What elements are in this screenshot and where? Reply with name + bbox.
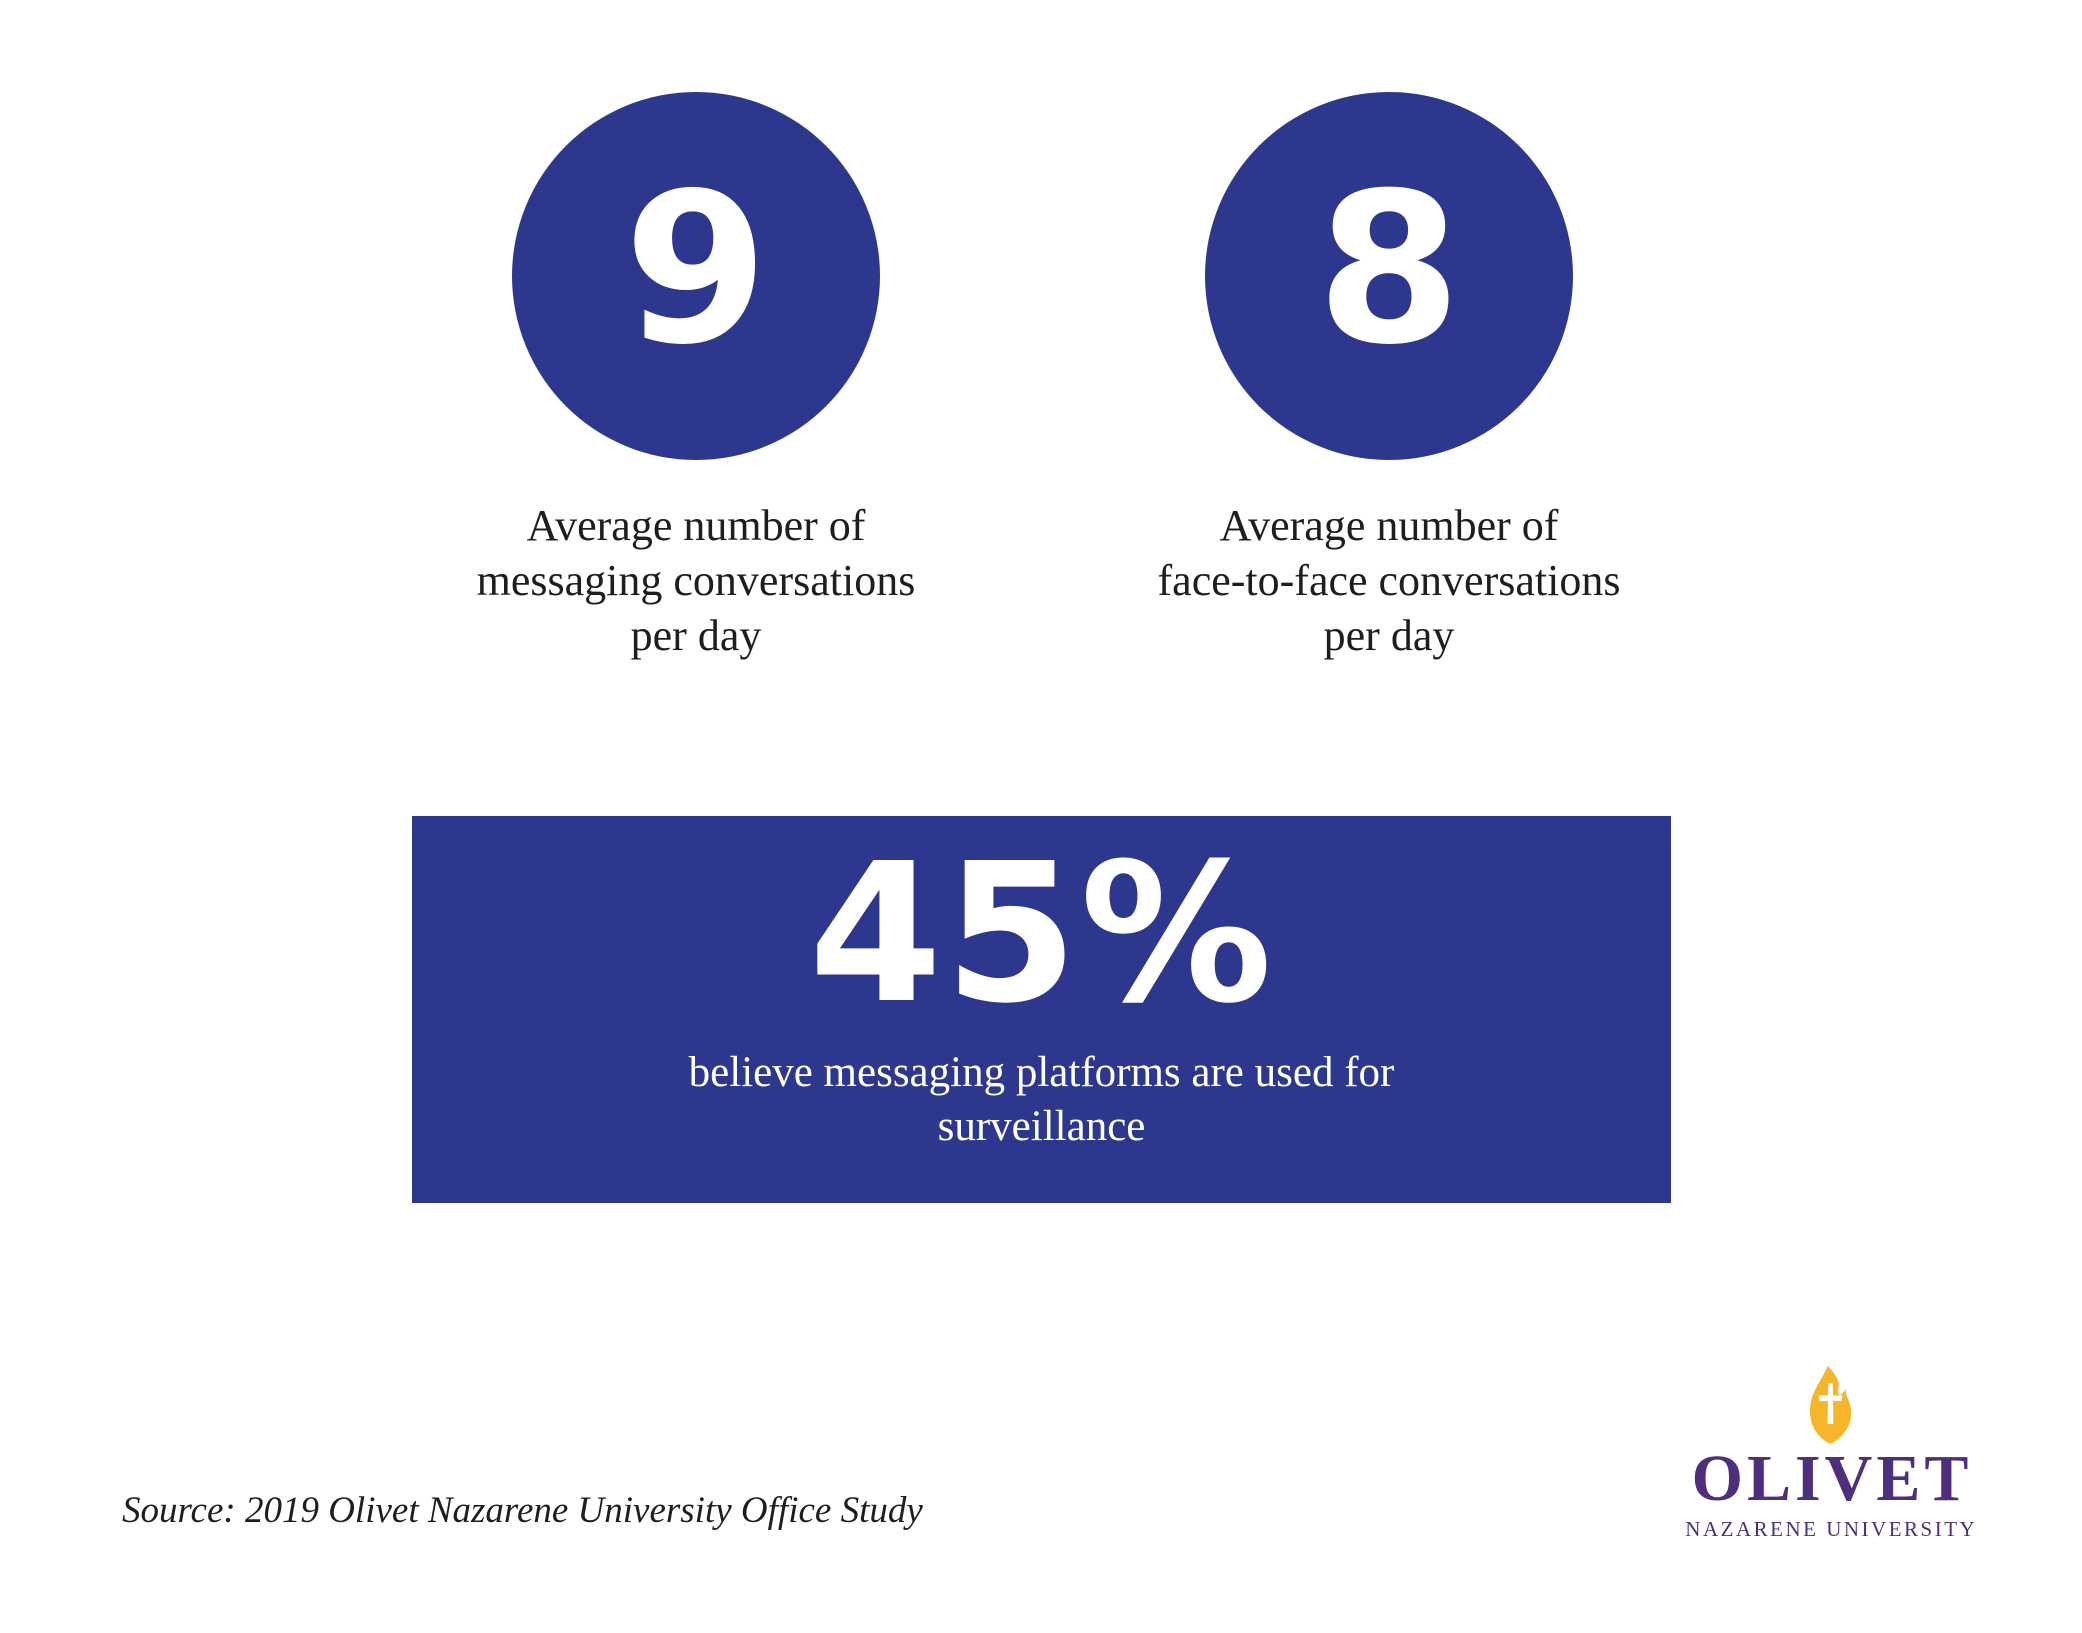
stat-caption-face-to-face: Average number of face-to-face conversat… [1029,498,1749,663]
banner-percentage: 45% [808,823,1275,1046]
caption-line: per day [630,611,762,660]
stat-circle-face-to-face: 8 [1205,92,1573,460]
stat-caption-messaging: Average number of messaging conversation… [336,498,1056,663]
olivet-logo: OLIVET NAZARENE UNIVERSITY [1678,1366,1982,1541]
banner-caption: believe messaging platforms are used for… [412,1046,1671,1154]
stat-face-to-face-conversations: 8 Average number of face-to-face convers… [1029,92,1749,663]
logo-wordmark: OLIVET [1691,1442,1973,1515]
logo-tagline: NAZARENE UNIVERSITY [1685,1517,1978,1541]
source-note: Source: 2019 Olivet Nazarene University … [122,1490,923,1531]
stat-value-messaging: 9 [623,149,769,391]
surveillance-stat-banner: 45% believe messaging platforms are used… [412,816,1671,1203]
stat-circle-messaging: 9 [512,92,880,460]
caption-line: messaging conversations [476,556,916,605]
caption-line: face-to-face conversations [1157,556,1621,605]
stat-messaging-conversations: 9 Average number of messaging conversati… [336,92,1056,663]
caption-line: Average number of [526,501,866,550]
caption-line: believe messaging platforms are used for [688,1048,1395,1096]
caption-line: surveillance [937,1102,1146,1150]
stat-value-face-to-face: 8 [1316,149,1462,391]
caption-line: per day [1323,611,1455,660]
caption-line: Average number of [1219,501,1559,550]
flame-cross-icon [1809,1366,1851,1444]
